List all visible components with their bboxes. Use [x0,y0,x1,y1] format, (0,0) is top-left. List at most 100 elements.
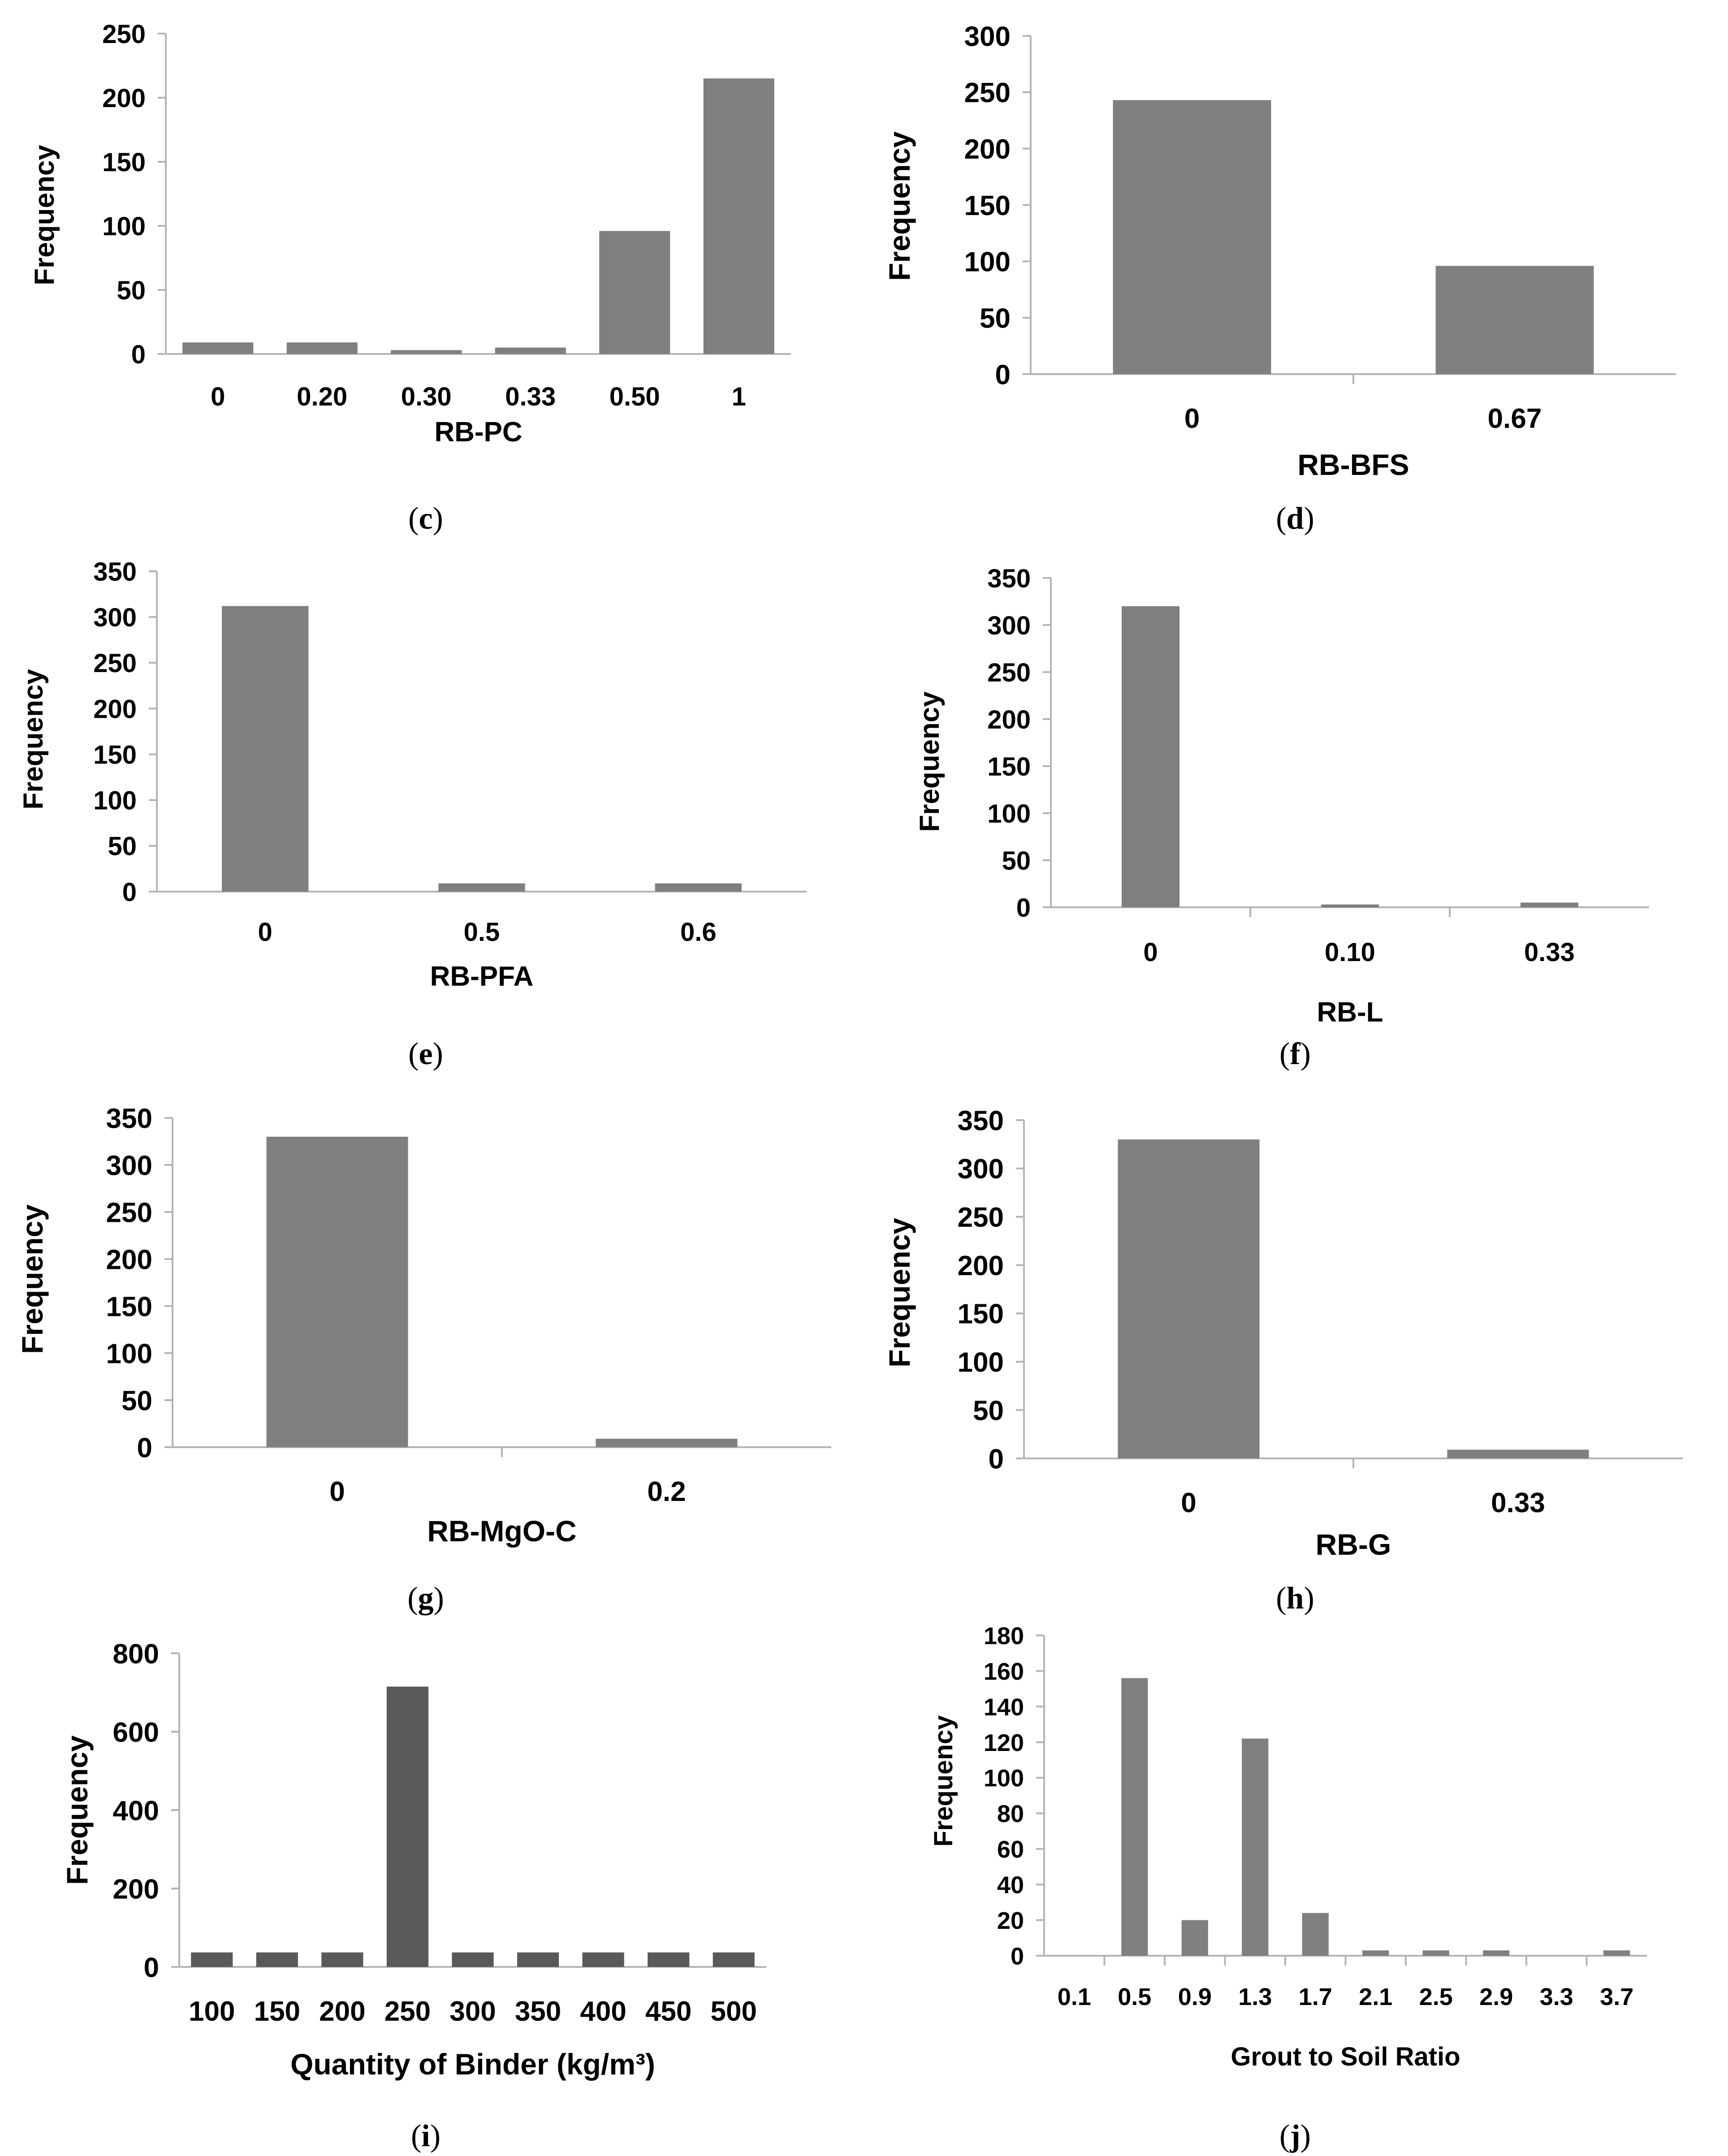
bar-i-300 [452,1952,494,1967]
bar-g-0 [266,1137,408,1447]
bar-c-0_50 [599,231,670,354]
x-tick-label: 300 [449,1996,496,2027]
bar-j-3_7 [1603,1950,1630,1956]
y-tick-label: 350 [93,557,137,586]
bar-i-150 [256,1952,298,1967]
bar-d-0_67 [1435,266,1594,374]
x-tick-label: 0.6 [680,918,717,947]
bar-g-0_2 [596,1439,738,1447]
y-tick-label: 0 [131,340,146,369]
y-tick-label: 600 [113,1717,159,1748]
x-tick-label: 150 [254,1996,300,2027]
y-axis-title: Frequency [914,691,945,832]
y-tick-label: 100 [106,1338,152,1369]
y-tick-label: 200 [987,705,1031,734]
x-axis-title: Grout to Soil Ratio [1231,2042,1460,2071]
y-tick-label: 180 [984,1622,1024,1649]
bar-h-0_33 [1447,1449,1589,1458]
y-tick-label: 50 [980,303,1011,334]
x-tick-label: 500 [710,1996,756,2027]
y-tick-label: 250 [964,78,1011,108]
x-axis-title: RB-MgO-C [427,1514,577,1548]
y-axis-title: Frequency [29,145,60,285]
x-axis-title: RB-PC [434,417,522,448]
x-tick-label: 0 [258,918,272,947]
x-axis-title: RB-PFA [430,961,534,992]
bar-j-2_9 [1483,1950,1510,1956]
bar-j-2_5 [1422,1950,1449,1956]
chart-panel-c: 0 50 100 150 200 250 0 0.20 0.30 0.33 0.50 1 Frequen… [29,20,791,536]
y-axis-title: Frequency [60,1735,94,1885]
y-tick-label: 300 [987,611,1031,640]
x-tick-label: 0 [1181,1488,1196,1518]
y-tick-label: 80 [997,1801,1024,1828]
y-tick-label: 200 [106,1244,152,1275]
x-tick-label: 3.7 [1600,1984,1633,2010]
y-tick-label: 350 [958,1105,1004,1136]
x-tick-label: 1.7 [1299,1984,1332,2010]
panel-caption: (g) [407,1581,444,1616]
bar-e-0_5 [438,883,525,892]
bar-e-0 [222,606,309,892]
y-tick-label: 50 [973,1395,1004,1426]
y-tick-label: 200 [958,1250,1004,1281]
x-tick-label: 450 [645,1996,691,2027]
bar-i-400 [582,1952,624,1967]
x-tick-label: 2.9 [1479,1984,1513,2010]
y-tick-label: 300 [93,603,137,632]
y-tick-label: 160 [984,1658,1024,1685]
bar-c-0_20 [286,342,358,354]
x-tick-label: 0.2 [647,1476,686,1507]
panel-caption: (c) [408,501,443,536]
panel-caption: (i) [411,2119,441,2153]
chart-panel-i: 0 200 400 600 800 100 150 200 250 300 350 400 450 500… [60,1639,766,2153]
x-tick-label: 200 [319,1996,365,2027]
x-tick-label: 0.1 [1058,1984,1091,2010]
bar-f-0_10 [1321,904,1379,907]
x-tick-label: 0.33 [505,382,556,411]
bar-d-0 [1113,100,1271,374]
x-tick-label: 0.5 [464,918,500,947]
chart-panel-e: 0 50 100 150 200 250 300 350 0 0.5 0.6 Frequency RB-… [18,557,807,1071]
x-tick-label: 400 [580,1996,626,2027]
chart-panel-g: 0 50 100 150 200 250 300 350 0 0.2 Frequency RB-MgO… [16,1103,831,1616]
y-tick-label: 0 [1016,893,1031,923]
x-tick-label: 0.20 [297,382,347,411]
x-tick-label: 0.9 [1178,1984,1212,2010]
y-axis-title: Frequency [18,669,49,810]
chart-panel-d: 0 50 100 150 200 250 300 0 0.67 Frequency RB-BFS (d… [883,21,1676,536]
y-tick-label: 60 [997,1836,1024,1863]
y-tick-label: 250 [987,658,1031,687]
x-tick-label: 2.1 [1359,1984,1392,2010]
x-axis-title: Quantity of Binder (kg/m³) [290,2048,655,2081]
x-tick-label: 0 [1143,938,1158,967]
y-tick-label: 200 [102,84,146,113]
y-tick-label: 50 [117,276,146,305]
bar-e-0_6 [655,883,742,892]
chart-panel-h: 0 50 100 150 200 250 300 350 0 0.33 Frequency RB-G(… [883,1105,1683,1616]
y-tick-label: 0 [989,1444,1004,1475]
y-tick-label: 20 [997,1907,1024,1934]
x-axis-title: RB-BFS [1297,448,1409,481]
y-tick-label: 50 [108,832,137,861]
y-tick-label: 350 [987,564,1031,593]
x-tick-label: 3.3 [1540,1984,1573,2010]
x-axis-title: RB-G [1316,1528,1391,1561]
y-tick-label: 150 [106,1291,152,1322]
bar-j-1_7 [1302,1913,1329,1956]
y-tick-label: 150 [93,740,137,769]
y-tick-label: 100 [984,1765,1024,1792]
x-tick-label: 0.10 [1325,938,1375,967]
panel-caption: (h) [1276,1581,1314,1616]
y-tick-label: 100 [958,1347,1004,1378]
x-tick-label: 0.30 [401,382,452,411]
bar-f-0_33 [1520,902,1579,907]
y-tick-label: 50 [1002,846,1031,875]
y-tick-label: 0 [1011,1943,1024,1970]
panel-caption: (d) [1276,501,1314,536]
y-axis-title: Frequency [883,131,916,281]
y-tick-label: 50 [121,1385,152,1416]
bar-j-1_3 [1242,1738,1269,1956]
y-axis-title: Frequency [16,1204,49,1354]
